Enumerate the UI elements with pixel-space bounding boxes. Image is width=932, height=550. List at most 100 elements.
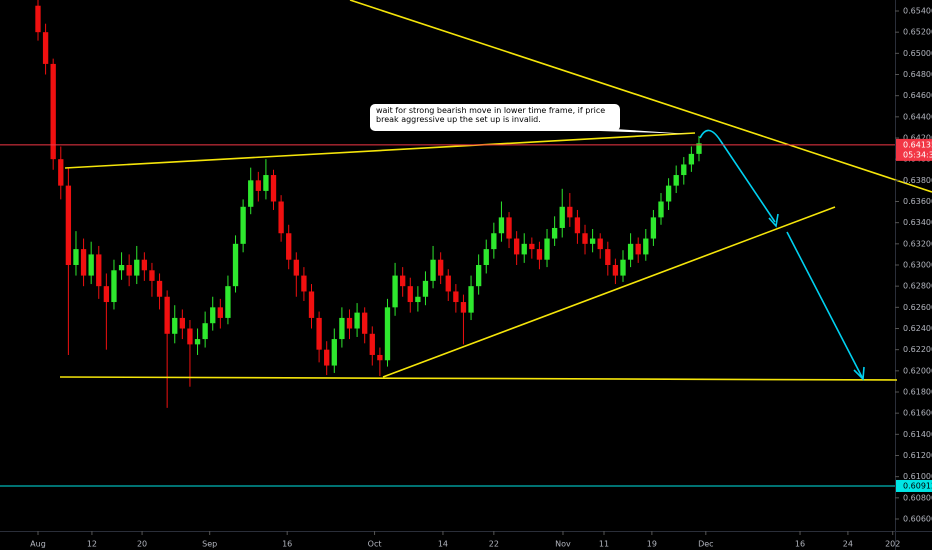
candle-body <box>286 233 292 260</box>
x-tick-label: Nov <box>555 540 571 549</box>
candle-body <box>445 275 451 292</box>
candle-body <box>35 5 41 33</box>
candle-body <box>331 339 337 366</box>
candle-body <box>42 32 49 64</box>
candle-body <box>567 206 573 218</box>
candle-body <box>392 275 398 308</box>
candle-body <box>483 249 489 265</box>
candle-body <box>620 259 626 276</box>
candle-body <box>468 286 474 313</box>
candle-body <box>187 328 193 345</box>
candles <box>35 0 702 408</box>
candle-body <box>506 217 512 239</box>
drawings <box>59 0 932 381</box>
x-tick-label: 22 <box>489 540 499 549</box>
arrow-head <box>768 213 779 228</box>
candle-body <box>126 265 132 276</box>
price-label: 0.64135 <box>903 140 932 149</box>
candle-body <box>407 286 413 303</box>
x-tick-label: 11 <box>599 540 609 549</box>
candle-body <box>217 307 223 318</box>
candle-body <box>597 238 603 250</box>
x-tick-label: 19 <box>647 540 657 549</box>
candle-body <box>551 227 558 239</box>
candle-body <box>574 217 581 234</box>
candle-body <box>696 143 702 154</box>
candle-body <box>491 233 497 250</box>
candle-body <box>324 349 330 366</box>
x-tick-label: 14 <box>438 540 448 549</box>
callout-pointer <box>600 128 690 134</box>
candle-body <box>103 286 110 303</box>
candle-body <box>255 180 261 191</box>
candle-body <box>263 175 269 191</box>
candle-body <box>673 175 679 186</box>
candle-body <box>194 339 201 345</box>
candle-body <box>377 354 383 361</box>
candle-body <box>605 249 611 265</box>
callout: wait for strong bearish move in lower ti… <box>376 106 606 124</box>
candle-body <box>346 317 353 329</box>
falling-trendline <box>349 0 932 193</box>
x-tick-label: Sep <box>202 540 217 549</box>
candle-body <box>270 175 277 202</box>
candle-body <box>453 291 459 303</box>
candle-body <box>156 280 163 297</box>
x-tick-label: 24 <box>843 540 853 549</box>
candle-body <box>665 185 672 202</box>
candle-body <box>400 275 406 287</box>
candle-body <box>316 317 322 350</box>
candle-body <box>179 317 186 329</box>
x-tick-label: 12 <box>87 540 97 549</box>
price-label: 0.60912 <box>903 481 932 490</box>
x-tick-label: 20 <box>137 540 147 549</box>
candle-body <box>149 270 155 281</box>
countdown: 05:34:30 <box>903 150 932 159</box>
candle-body <box>248 180 254 207</box>
price-label-box <box>896 479 932 492</box>
candle-body <box>498 217 505 234</box>
candle-body <box>650 217 657 239</box>
candle-body <box>513 238 520 255</box>
rising-trendline <box>382 206 836 378</box>
candle-body <box>658 201 664 218</box>
x-tick-label: Aug <box>30 540 46 549</box>
candle-body <box>529 243 535 250</box>
candle-body <box>354 312 360 329</box>
candle-body <box>50 63 56 160</box>
candle-body <box>589 238 596 244</box>
callout-text: wait for strong bearish move in lower ti… <box>376 106 606 124</box>
candle-body <box>415 296 421 303</box>
candle-body <box>384 307 391 361</box>
candle-body <box>339 317 345 340</box>
projection-arrow <box>699 129 776 223</box>
candle-body <box>111 270 117 303</box>
price-label-box <box>896 138 932 161</box>
candle-body <box>475 265 482 287</box>
candle-body <box>635 243 641 255</box>
candle-body <box>164 296 170 334</box>
candle-body <box>627 243 634 260</box>
candle-body <box>202 323 208 340</box>
candle-body <box>536 249 543 260</box>
candle-body <box>559 206 565 228</box>
candle-body <box>58 159 64 186</box>
